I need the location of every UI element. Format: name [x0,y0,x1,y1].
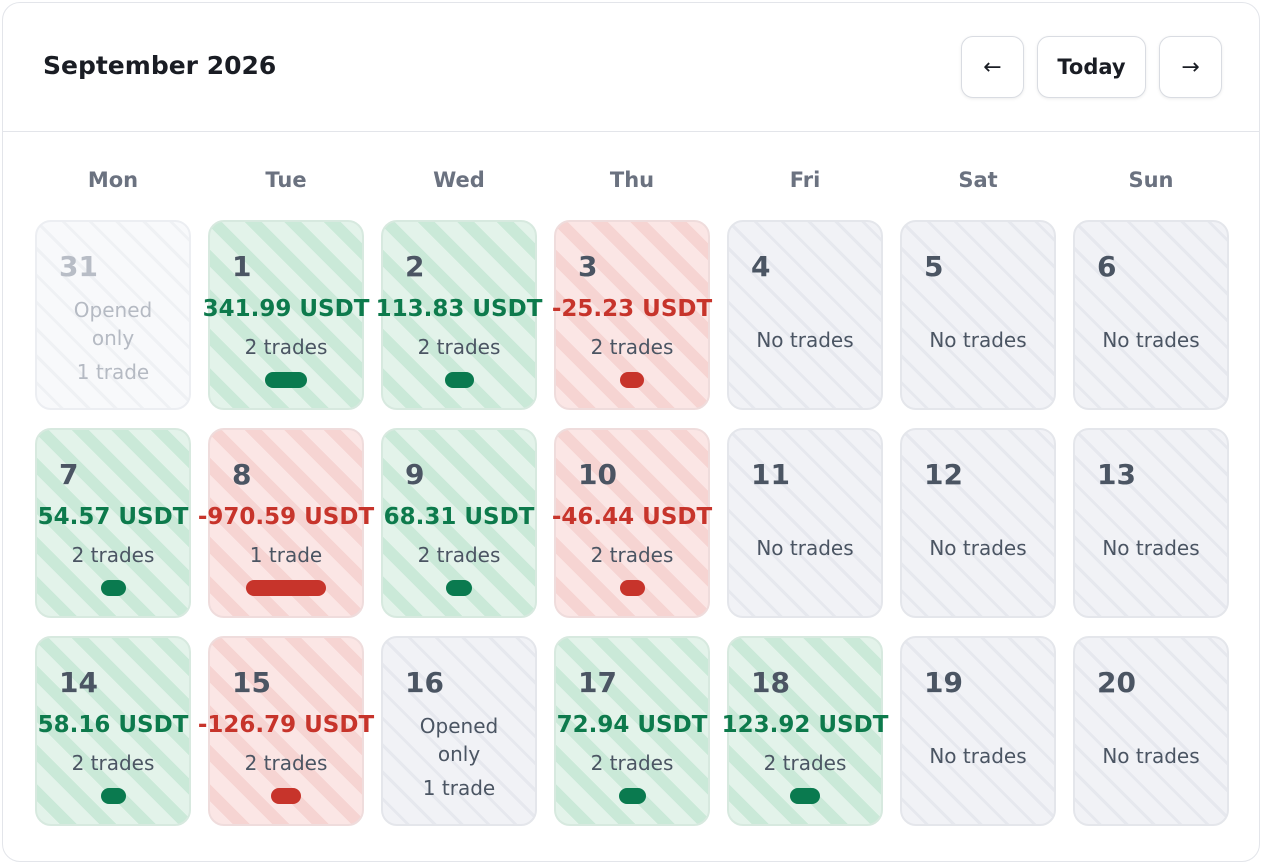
day-pnl: -126.79 USDT [197,712,375,738]
pnl-magnitude-bar [246,580,326,596]
day-number: 1 [232,250,252,283]
day-number: 15 [232,666,271,699]
day-cell-10[interactable]: 10 -46.44 USDT 2 trades [551,428,713,618]
pnl-magnitude-bar [265,372,307,388]
day-number: 31 [59,250,98,283]
day-cell-11[interactable]: 11 No trades [727,428,883,618]
day-cell-1[interactable]: 1 341.99 USDT 2 trades [202,220,370,410]
weekday-sun: Sun [1128,168,1174,192]
day-trade-count: 2 trades [417,335,501,359]
day-number: 10 [578,458,617,491]
month-title: September 2026 [43,51,277,80]
pnl-magnitude-bar [445,372,474,388]
day-number: 20 [1097,666,1136,699]
day-cell-31[interactable]: 31 Opened only 1 trade [35,220,191,410]
pnl-magnitude-bar [620,372,644,388]
day-trade-count: 2 trades [590,751,674,775]
day-number: 13 [1097,458,1136,491]
pnl-magnitude-bar [271,788,301,804]
day-number: 5 [924,250,944,283]
day-number: 3 [578,250,598,283]
no-trades-label: No trades [929,328,1027,352]
day-pnl: -970.59 USDT [197,504,375,530]
day-cell-15[interactable]: 15 -126.79 USDT 2 trades [197,636,375,826]
day-number: 17 [578,666,617,699]
no-trades-label: No trades [929,744,1027,768]
next-month-button[interactable]: → [1159,36,1222,98]
day-trade-count: 2 trades [590,335,674,359]
no-trades-label: No trades [929,536,1027,560]
calendar-header: September 2026 ← Today → [3,3,1259,132]
day-trade-count: 1 trade [76,360,150,384]
pnl-magnitude-bar [790,788,820,804]
no-trades-label: No trades [756,328,854,352]
day-number: 4 [751,250,771,283]
day-cell-16[interactable]: 16 Opened only 1 trade [381,636,537,826]
day-trade-count: 1 trade [422,776,496,800]
weekday-wed: Wed [433,168,485,192]
day-number: 14 [59,666,98,699]
day-pnl: 68.31 USDT [383,504,535,530]
day-cell-6[interactable]: 6 No trades [1073,220,1229,410]
day-number: 12 [924,458,963,491]
day-trade-count: 2 trades [590,543,674,567]
weekday-tue: Tue [265,168,307,192]
pnl-magnitude-bar [101,788,126,804]
opened-only-label: Opened only [73,298,153,350]
day-number: 7 [59,458,79,491]
day-trade-count: 2 trades [244,751,328,775]
day-trade-count: 2 trades [417,543,501,567]
day-number: 18 [751,666,790,699]
day-trade-count: 2 trades [71,543,155,567]
weekday-fri: Fri [789,168,821,192]
day-cell-8[interactable]: 8 -970.59 USDT 1 trade [197,428,375,618]
day-cell-19[interactable]: 19 No trades [900,636,1056,826]
day-number: 2 [405,250,425,283]
day-number: 11 [751,458,790,491]
day-cell-18[interactable]: 18 123.92 USDT 2 trades [721,636,889,826]
day-pnl: -46.44 USDT [551,504,713,530]
day-number: 9 [405,458,425,491]
day-cell-4[interactable]: 4 No trades [727,220,883,410]
day-pnl: -25.23 USDT [551,296,713,322]
no-trades-label: No trades [756,536,854,560]
previous-month-button[interactable]: ← [961,36,1024,98]
day-cell-20[interactable]: 20 No trades [1073,636,1229,826]
day-number: 19 [924,666,963,699]
weekday-sat: Sat [958,168,998,192]
day-cell-13[interactable]: 13 No trades [1073,428,1229,618]
day-number: 16 [405,666,444,699]
day-cell-2[interactable]: 2 113.83 USDT 2 trades [375,220,543,410]
day-number: 8 [232,458,252,491]
today-button[interactable]: Today [1037,36,1146,98]
day-cell-7[interactable]: 7 54.57 USDT 2 trades [35,428,191,618]
day-pnl: 58.16 USDT [37,712,189,738]
day-pnl: 54.57 USDT [37,504,189,530]
day-cell-5[interactable]: 5 No trades [900,220,1056,410]
no-trades-label: No trades [1102,328,1200,352]
day-number: 6 [1097,250,1117,283]
no-trades-label: No trades [1102,536,1200,560]
day-trade-count: 1 trade [249,543,323,567]
day-pnl: 123.92 USDT [721,712,889,738]
pnl-magnitude-bar [101,580,126,596]
day-trade-count: 2 trades [71,751,155,775]
day-cell-9[interactable]: 9 68.31 USDT 2 trades [381,428,537,618]
day-trade-count: 2 trades [763,751,847,775]
day-cell-12[interactable]: 12 No trades [900,428,1056,618]
day-pnl: 113.83 USDT [375,296,543,322]
pnl-magnitude-bar [446,580,472,596]
day-trade-count: 2 trades [244,335,328,359]
day-cell-14[interactable]: 14 58.16 USDT 2 trades [35,636,191,826]
day-cell-17[interactable]: 17 72.94 USDT 2 trades [554,636,710,826]
pnl-magnitude-bar [619,788,646,804]
day-pnl: 341.99 USDT [202,296,370,322]
no-trades-label: No trades [1102,744,1200,768]
weekday-mon: Mon [87,168,139,192]
opened-only-label: Opened only [419,714,499,766]
pnl-magnitude-bar [620,580,645,596]
day-pnl: 72.94 USDT [556,712,708,738]
day-cell-3[interactable]: 3 -25.23 USDT 2 trades [551,220,713,410]
weekday-thu: Thu [609,168,655,192]
